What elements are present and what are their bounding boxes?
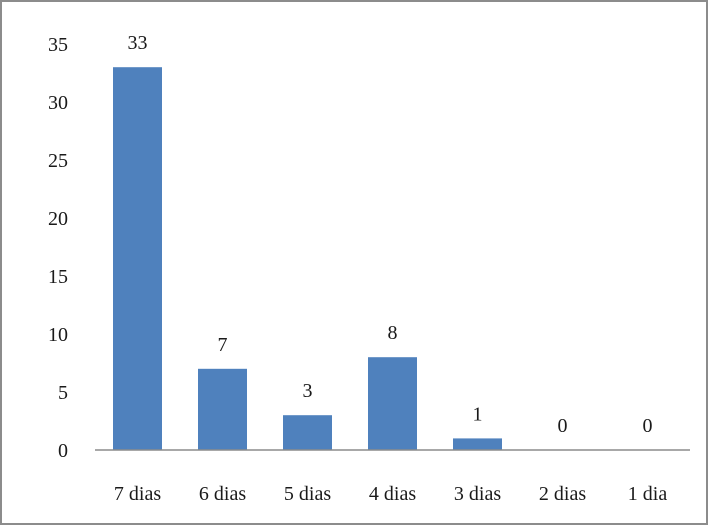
- x-category-label: 4 dias: [369, 483, 416, 505]
- data-label: 0: [558, 415, 568, 437]
- data-label: 7: [218, 334, 228, 356]
- bars: [113, 67, 502, 450]
- data-label: 1: [473, 403, 483, 425]
- data-label: 33: [128, 32, 148, 54]
- y-tick-label: 15: [48, 266, 68, 288]
- x-category-label: 7 dias: [114, 483, 161, 505]
- x-category-label: 5 dias: [284, 483, 331, 505]
- y-tick-label: 30: [48, 92, 68, 114]
- bar: [283, 415, 332, 450]
- x-axis-categories: 7 dias 6 dias 5 dias 4 dias 3 dias 2 dias 1 di…: [114, 483, 667, 505]
- data-label: 3: [303, 380, 313, 402]
- bar: [453, 438, 502, 450]
- data-labels: 33 7 3 8 1 0 0: [128, 32, 653, 437]
- y-axis-ticks: 0 5 10 15 20 25 30 35: [48, 34, 68, 462]
- data-label: 8: [388, 322, 398, 344]
- y-tick-label: 0: [58, 440, 68, 462]
- y-tick-label: 10: [48, 324, 68, 346]
- bar: [113, 67, 162, 450]
- x-category-label: 2 dias: [539, 483, 586, 505]
- bar: [368, 357, 417, 450]
- x-category-label: 6 dias: [199, 483, 246, 505]
- x-category-label: 3 dias: [454, 483, 501, 505]
- x-category-label: 1 dia: [628, 483, 668, 505]
- y-tick-label: 25: [48, 150, 68, 172]
- bar: [198, 368, 247, 450]
- data-label: 0: [643, 415, 653, 437]
- y-tick-label: 20: [48, 208, 68, 230]
- y-tick-label: 5: [58, 382, 68, 404]
- y-tick-label: 35: [48, 34, 68, 56]
